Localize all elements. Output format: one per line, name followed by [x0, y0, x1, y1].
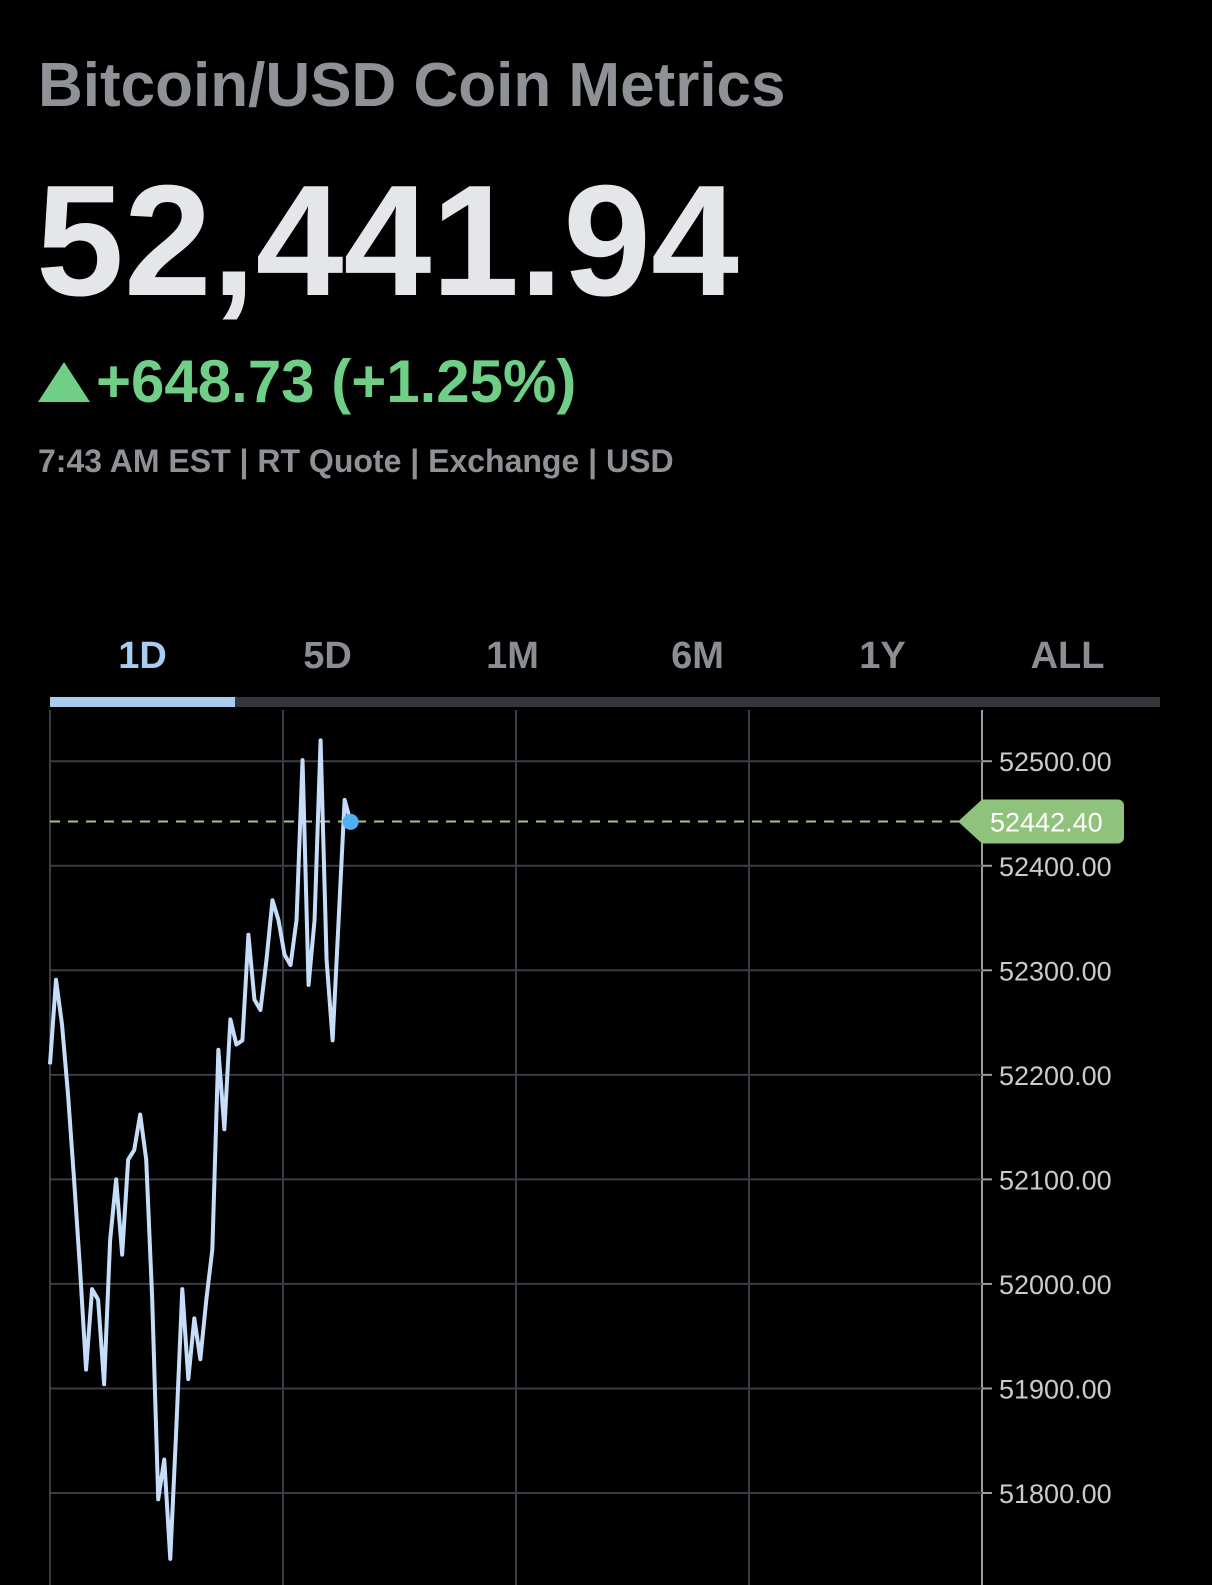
- tab[interactable]: 5D: [303, 635, 352, 677]
- tab[interactable]: 6M: [671, 635, 724, 677]
- up-arrow: [38, 362, 90, 402]
- y-tick-label: 51800.00: [999, 1479, 1112, 1509]
- tab[interactable]: 1M: [486, 635, 539, 677]
- y-tick-label: 51900.00: [999, 1374, 1112, 1404]
- y-tick-label: 52000.00: [999, 1270, 1112, 1300]
- tab-label: 5D: [303, 635, 352, 677]
- y-tick-label: 52300.00: [999, 956, 1112, 986]
- last-point: [342, 813, 359, 830]
- tab-label: 1M: [486, 635, 539, 677]
- chart: 51800.00 51900.00 52000.00 52100.00 52200.00…: [48, 710, 1124, 1585]
- tab[interactable]: 1Y: [859, 635, 905, 677]
- current-price-label: 52442.40: [990, 807, 1103, 837]
- y-tick-label: 52100.00: [999, 1165, 1112, 1195]
- tab-bar: [50, 697, 1160, 707]
- title: Bitcoin/USD Coin Metrics: [38, 51, 786, 120]
- current-price-tag: [958, 799, 1124, 844]
- change: +648.73 (+1.25%): [96, 348, 576, 415]
- tab[interactable]: 1D: [50, 635, 235, 707]
- quote-info: 7:43 AM EST | RT Quote | Exchange | USD: [38, 443, 674, 479]
- y-tick-label: 52200.00: [999, 1061, 1112, 1091]
- tab-label: 1D: [118, 635, 167, 677]
- y-tick-label: 52500.00: [999, 747, 1112, 777]
- tab-label: 6M: [671, 635, 724, 677]
- price: 52,441.94: [36, 153, 739, 329]
- tabs: 1D 5D 1M 6M 1Y ALL: [50, 635, 1104, 707]
- tab-label: ALL: [1031, 635, 1105, 677]
- tab-indicator: [50, 697, 235, 707]
- tab-label: 1Y: [859, 635, 905, 677]
- y-tick-label: 52400.00: [999, 852, 1112, 882]
- tab[interactable]: ALL: [1031, 635, 1105, 677]
- price-line: [48, 738, 353, 1561]
